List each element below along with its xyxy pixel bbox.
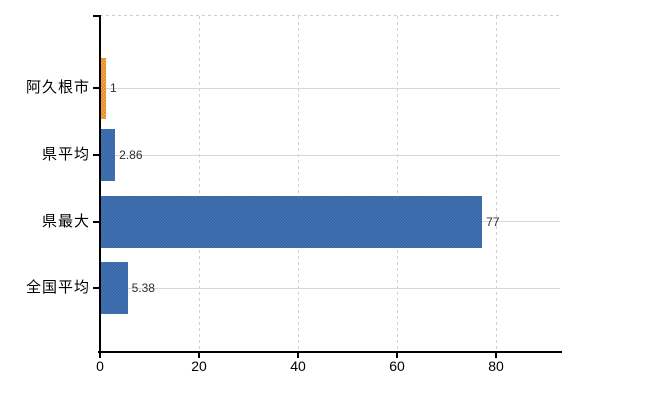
x-tick-label: 0 bbox=[96, 358, 104, 374]
y-axis-tick bbox=[93, 87, 100, 89]
x-axis-tick bbox=[297, 352, 299, 358]
horizontal-gridline bbox=[101, 154, 560, 156]
x-axis-tick bbox=[495, 352, 497, 358]
plot-top-border bbox=[100, 15, 560, 16]
bar bbox=[101, 195, 483, 248]
x-axis-tick bbox=[198, 352, 200, 358]
y-axis-top-tick bbox=[93, 15, 100, 17]
category-label: 県平均 bbox=[41, 146, 90, 163]
bar-value-label: 2.86 bbox=[119, 148, 143, 162]
bar bbox=[101, 262, 128, 315]
vertical-gridline bbox=[495, 16, 497, 352]
x-axis-tick bbox=[396, 352, 398, 358]
category-label: 全国平均 bbox=[25, 279, 90, 297]
category-label: 阿久根市 bbox=[25, 79, 90, 96]
vertical-gridline bbox=[198, 16, 200, 352]
bar bbox=[101, 129, 116, 181]
x-tick-label: 80 bbox=[488, 358, 504, 374]
y-axis-line bbox=[99, 15, 101, 353]
bar-value-label: 77 bbox=[486, 214, 500, 229]
category-label: 県最大 bbox=[41, 212, 90, 230]
y-axis-tick bbox=[93, 220, 100, 223]
horizontal-gridline bbox=[101, 87, 560, 89]
x-axis-tick bbox=[99, 352, 101, 358]
x-tick-label: 40 bbox=[290, 358, 306, 374]
vertical-gridline bbox=[396, 16, 398, 352]
y-axis-tick bbox=[93, 287, 100, 290]
bar bbox=[101, 57, 106, 119]
x-tick-label: 20 bbox=[191, 358, 207, 374]
y-axis-tick bbox=[93, 154, 100, 156]
horizontal-gridline bbox=[101, 287, 560, 289]
vertical-gridline bbox=[297, 16, 299, 352]
x-tick-label: 60 bbox=[389, 358, 405, 374]
bar-value-label: 5.38 bbox=[131, 281, 155, 296]
x-axis-line bbox=[98, 351, 562, 353]
bar-value-label: 1 bbox=[109, 81, 117, 95]
